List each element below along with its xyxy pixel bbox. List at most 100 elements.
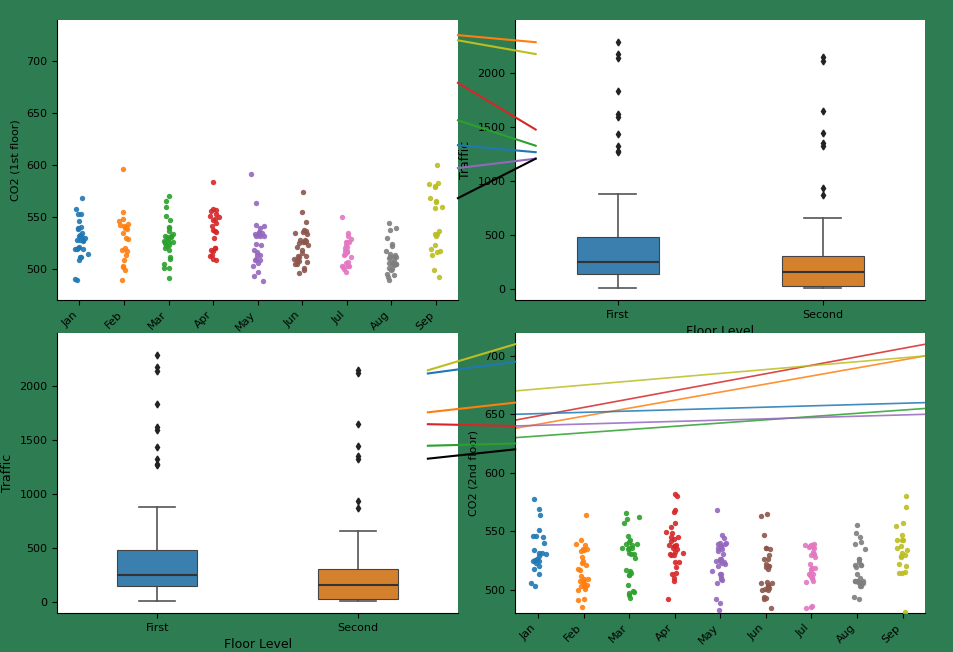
Point (383, 241, 398, 251)
Point (755, 594, 770, 604)
Point (803, 540, 819, 550)
Point (626, 553, 641, 563)
Point (158, 239, 173, 250)
Point (758, 542, 773, 553)
Point (67, 243, 82, 254)
Point (760, 561, 775, 571)
Point (855, 576, 870, 586)
Point (294, 248, 309, 258)
Point (246, 245, 261, 256)
Point (71, 243, 86, 253)
Point (803, 562, 819, 572)
Point (850, 594, 865, 604)
Point (577, 594, 592, 604)
Point (243, 169, 258, 179)
Point (667, 546, 682, 557)
Point (118, 250, 133, 261)
Point (343, 234, 358, 244)
Point (162, 252, 177, 262)
Point (670, 532, 685, 542)
Point (118, 233, 133, 243)
Point (620, 570, 636, 580)
Point (898, 544, 913, 555)
Point (760, 554, 775, 565)
Point (291, 251, 306, 261)
Point (77, 233, 92, 244)
Point (572, 575, 587, 585)
Point (431, 272, 446, 282)
Point (290, 259, 305, 269)
Point (204, 249, 219, 259)
Point (574, 552, 589, 562)
Point (756, 554, 771, 564)
Point (528, 558, 543, 569)
Point (761, 544, 777, 554)
Point (847, 539, 862, 550)
Point (119, 245, 134, 256)
Point (120, 218, 135, 229)
Point (527, 581, 542, 591)
Point (156, 263, 172, 273)
Point (116, 220, 132, 231)
Point (849, 577, 864, 587)
Point (343, 252, 358, 263)
Point (576, 544, 591, 555)
Point (888, 543, 903, 554)
Point (803, 615, 819, 625)
Point (763, 603, 779, 614)
Point (74, 193, 90, 203)
Point (709, 578, 724, 588)
Point (205, 225, 220, 235)
Point (802, 571, 818, 582)
Point (617, 518, 632, 529)
Point (760, 550, 776, 560)
Point (802, 567, 818, 577)
Point (159, 241, 174, 252)
Point (887, 521, 902, 531)
Point (621, 588, 637, 599)
Point (664, 528, 679, 539)
Point (714, 575, 729, 585)
Point (802, 541, 818, 551)
Point (206, 233, 221, 243)
Point (573, 571, 588, 582)
Point (847, 576, 862, 587)
Point (714, 557, 729, 568)
Point (421, 179, 436, 189)
Point (69, 243, 84, 254)
Point (757, 584, 772, 594)
Point (71, 209, 86, 220)
Point (668, 491, 683, 501)
Point (338, 237, 354, 247)
Point (667, 541, 682, 551)
Point (72, 230, 88, 240)
Point (535, 531, 550, 542)
Point (892, 550, 907, 561)
Point (573, 581, 588, 591)
Point (117, 243, 132, 253)
Point (204, 220, 219, 231)
X-axis label: Month: Month (240, 338, 274, 349)
Point (850, 554, 865, 564)
Point (429, 160, 444, 171)
Point (292, 267, 307, 278)
Point (760, 580, 775, 591)
FancyBboxPatch shape (317, 569, 397, 599)
Point (428, 196, 443, 207)
Point (709, 505, 724, 515)
Point (526, 564, 541, 574)
Point (381, 252, 396, 263)
Point (255, 276, 271, 286)
Point (897, 502, 912, 512)
Point (381, 263, 396, 273)
Point (577, 582, 592, 593)
Point (717, 539, 732, 549)
Point (158, 201, 173, 212)
Point (620, 542, 636, 553)
Point (115, 207, 131, 217)
Point (256, 231, 272, 241)
Point (208, 243, 223, 253)
Point (298, 217, 314, 228)
Point (711, 604, 726, 615)
Point (716, 533, 731, 543)
